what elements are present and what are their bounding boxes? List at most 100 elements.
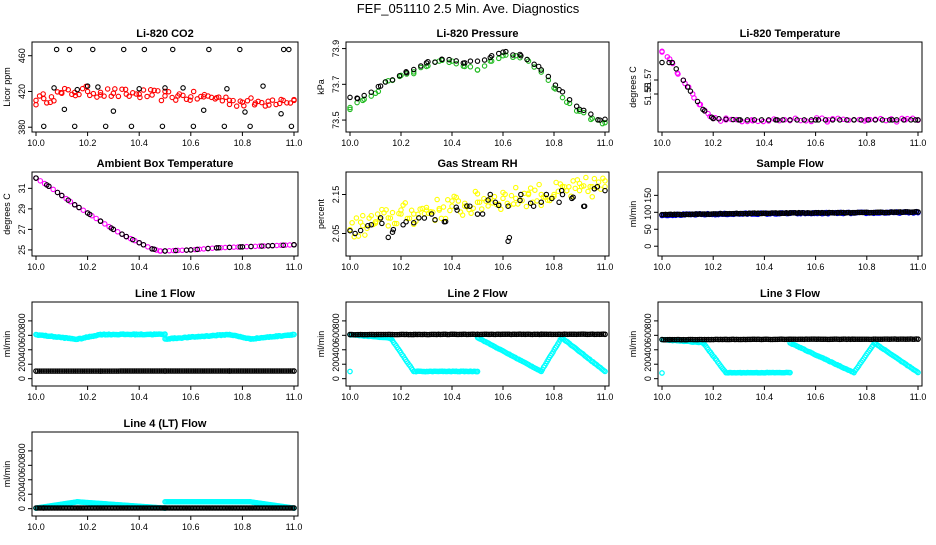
x-tick-label: 10.4 (756, 392, 774, 402)
data-point (881, 336, 887, 342)
data-point (464, 331, 470, 338)
data-point (149, 92, 155, 98)
y-tick-label: 50 (643, 224, 653, 234)
data-point (789, 336, 795, 343)
data-point (551, 85, 557, 91)
y-tick-label: 0 (17, 376, 27, 381)
data-point (661, 337, 667, 343)
data-point (673, 211, 679, 218)
data-point (449, 203, 455, 209)
y-tick-label: 400 (17, 342, 27, 357)
data-point (185, 368, 192, 374)
data-point (589, 194, 595, 200)
y-tick-label: 150 (643, 188, 653, 203)
data-point (112, 368, 118, 374)
y-axis-label: kPa (316, 79, 326, 95)
data-point (815, 117, 822, 123)
data-point (175, 93, 181, 99)
data-point (136, 239, 142, 246)
data-point (93, 215, 99, 222)
data-point (389, 77, 396, 83)
data-point (117, 368, 123, 374)
data-point (398, 211, 404, 217)
data-point (226, 368, 233, 374)
data-point (40, 368, 46, 374)
data-point (206, 46, 212, 53)
data-point (291, 368, 297, 374)
data-point (361, 92, 367, 99)
data-point (428, 211, 435, 217)
data-point (481, 331, 488, 337)
data-point (895, 209, 902, 215)
data-point (552, 331, 559, 338)
data-point (492, 199, 499, 206)
data-point (237, 368, 244, 374)
data-point (774, 336, 781, 343)
data-point (51, 368, 57, 374)
data-point (353, 215, 360, 221)
data-point (188, 94, 194, 100)
data-point (285, 368, 292, 374)
data-point (40, 505, 47, 511)
data-point (368, 212, 374, 219)
data-point (707, 336, 713, 343)
data-point (46, 183, 52, 190)
data-point (393, 331, 399, 338)
data-point (570, 194, 576, 200)
data-point (110, 108, 117, 114)
data-point (162, 505, 168, 511)
series-1 (347, 48, 608, 123)
data-point (396, 72, 403, 79)
data-point (677, 336, 683, 343)
data-point (165, 89, 172, 95)
x-tick-label: 11.0 (910, 138, 927, 148)
data-point (549, 195, 555, 202)
data-point (710, 115, 716, 122)
plot-frame (657, 301, 923, 387)
data-point (730, 116, 736, 123)
data-point (787, 210, 793, 216)
data-point (602, 119, 608, 126)
data-point (851, 369, 857, 376)
data-point (291, 242, 297, 248)
data-point (147, 368, 154, 374)
x-tick-label: 10.0 (653, 392, 671, 402)
data-point (266, 102, 272, 108)
data-point (669, 336, 676, 343)
data-point (863, 336, 870, 342)
series-1 (659, 209, 921, 218)
data-point (787, 117, 793, 123)
data-point (137, 94, 143, 101)
data-point (487, 191, 493, 198)
data-point (512, 184, 519, 191)
data-point (74, 499, 81, 505)
data-point (716, 116, 722, 122)
y-tick-label: 0 (643, 244, 653, 249)
data-point (147, 87, 154, 93)
data-point (773, 336, 779, 343)
x-tick-label: 10.2 (704, 138, 722, 148)
data-point (208, 368, 215, 374)
data-point (455, 198, 462, 204)
data-point (494, 331, 500, 338)
data-point (233, 368, 240, 374)
data-point (58, 89, 64, 96)
data-point (59, 192, 65, 199)
data-point (251, 368, 258, 374)
data-point (478, 206, 485, 212)
data-point (505, 238, 511, 245)
data-point (856, 209, 863, 216)
data-point (382, 331, 389, 338)
data-point (128, 368, 134, 374)
data-point (527, 185, 534, 191)
plot-frame (657, 171, 923, 257)
data-point (833, 336, 839, 342)
data-point (819, 336, 825, 343)
data-point (242, 368, 249, 374)
data-point (362, 232, 368, 238)
data-point (355, 233, 362, 239)
data-point (364, 225, 370, 232)
data-point (673, 336, 679, 343)
data-point (194, 368, 201, 374)
